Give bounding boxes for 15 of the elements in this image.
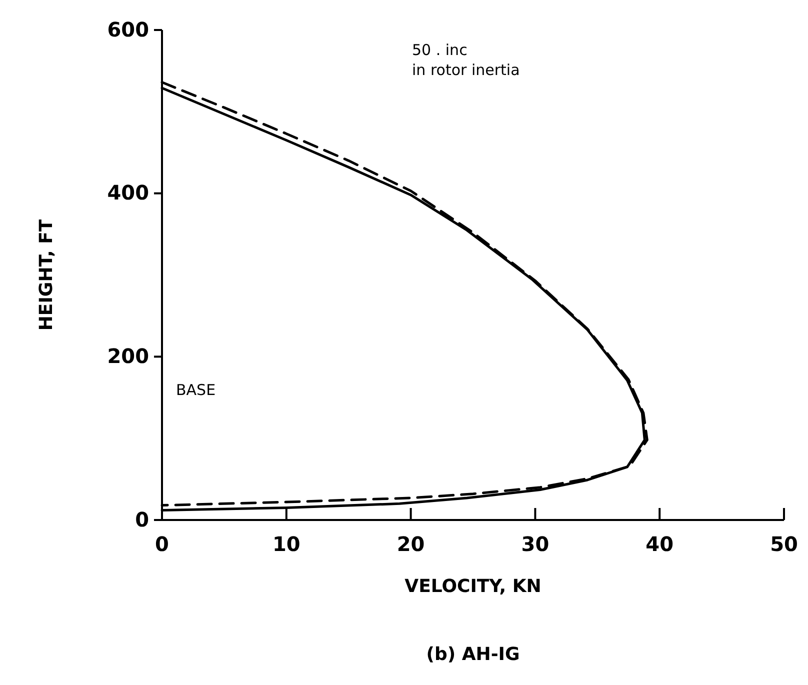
x-tick-label: 10: [272, 532, 300, 556]
x-tick-label: 20: [396, 532, 425, 556]
x-tick-label: 40: [646, 532, 674, 556]
x-axis-title: VELOCITY, KN: [404, 576, 542, 597]
y-axis-title: HEIGHT, FT: [36, 218, 57, 331]
text: BASE: [176, 381, 216, 399]
y-tick-label: 600: [107, 17, 149, 42]
x-tick-label: 50: [770, 532, 798, 556]
y-tick-label: 200: [107, 344, 149, 368]
text: (b) AH-IG: [426, 644, 520, 665]
y-tick-label: 0: [135, 507, 149, 532]
x-tick-label: 30: [521, 532, 550, 556]
y-tick-label: 400: [107, 180, 149, 205]
text: 50 . inc in rotor inertia: [412, 41, 520, 79]
x-tick-label: 0: [155, 532, 169, 556]
